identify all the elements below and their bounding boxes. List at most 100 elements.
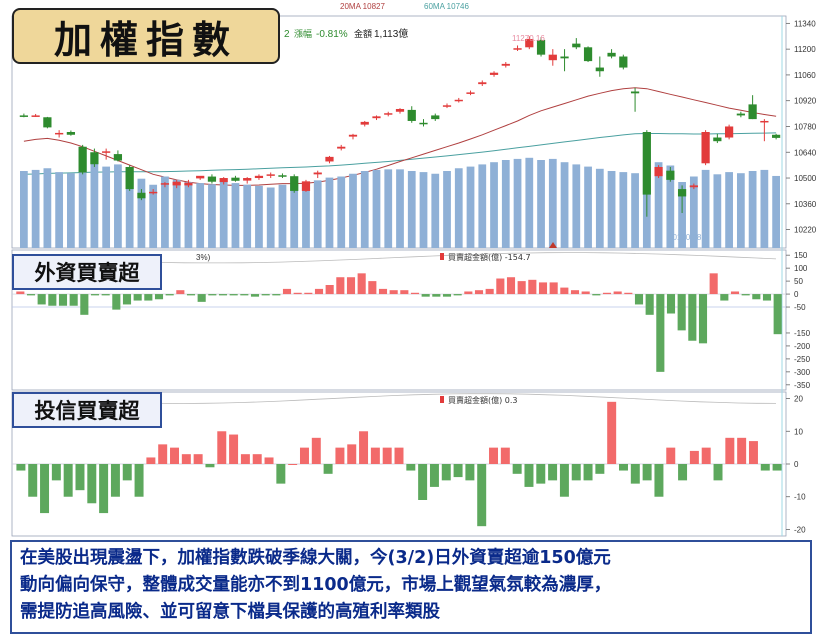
trust-bar [642, 464, 652, 481]
candle-body [689, 185, 698, 188]
trust-bar [181, 454, 191, 464]
foreign-bar [698, 294, 708, 344]
volume-bar [772, 175, 781, 248]
foreign-bar [69, 294, 78, 306]
trust-bar [170, 447, 179, 464]
candle-body [19, 115, 28, 117]
foreign-bar [560, 287, 569, 295]
candle-body [337, 146, 346, 149]
candle-body [55, 132, 64, 135]
foreign-bar [656, 294, 665, 372]
trust-bar [146, 457, 156, 464]
foreign-bar [410, 292, 420, 295]
trust-bar [418, 464, 428, 500]
trust-bar [689, 450, 699, 464]
foreign-legend: 買賣超金額(億) -154.7 [448, 252, 531, 262]
trust-bar [240, 454, 250, 464]
foreign-tick-label: -50 [794, 303, 806, 312]
candle-body [313, 172, 322, 175]
candle-body [149, 191, 158, 194]
foreign-bar [634, 294, 644, 305]
volume-bar [396, 169, 404, 248]
volume-bar [431, 173, 440, 248]
candle-body [66, 132, 76, 135]
trust-bar [524, 464, 534, 487]
volume-bar [196, 183, 205, 248]
foreign-bar [730, 291, 740, 295]
candle-body [196, 175, 205, 179]
foreign-bar [378, 288, 388, 295]
candle-body [677, 189, 687, 197]
trust-bar [772, 464, 782, 471]
candle-body [348, 134, 358, 137]
foreign-bar [528, 279, 537, 295]
foreign-bar [741, 294, 750, 296]
foreign-bar [186, 294, 196, 296]
trust-panel-label: 投信買賣超 [12, 392, 162, 428]
foreign-bar [336, 277, 345, 295]
volume-bar [466, 166, 475, 248]
candle-body [701, 132, 710, 164]
trust-bar [134, 464, 144, 497]
volume-bar [584, 166, 592, 248]
candle-body [572, 43, 581, 48]
foreign-bar [218, 294, 228, 296]
foreign-panel-label: 外資買賣超 [12, 254, 162, 290]
trust-bar [725, 437, 735, 464]
trust-bar [512, 464, 522, 474]
candle-body [619, 56, 628, 68]
volume-bar [760, 169, 769, 248]
candle-body [231, 177, 240, 181]
foreign-bar [176, 290, 185, 295]
trust-bar [122, 464, 132, 481]
foreign-bar [570, 290, 580, 295]
trust-bar [311, 437, 321, 464]
volume-bar [114, 164, 122, 248]
foreign-bar [517, 281, 526, 295]
candle-body [325, 156, 334, 162]
volume-bar [55, 172, 64, 248]
foreign-bar [346, 277, 356, 295]
volume-value: 1,113億 [374, 27, 408, 40]
foreign-bar [538, 282, 548, 295]
candle-body [102, 151, 111, 153]
volume-bar [78, 153, 87, 248]
trust-bar [382, 447, 392, 464]
candle-body [525, 39, 534, 48]
foreign-bar [133, 294, 142, 301]
trust-bar [465, 464, 475, 481]
price-tick-label: 11340 [794, 19, 816, 28]
volume-bar [67, 173, 75, 248]
volume-bar [349, 173, 357, 248]
commentary-line-3: 需提防追高風險、並可留意下檔具保護的高殖利率類股 [20, 602, 440, 622]
trust-bar [28, 464, 38, 497]
candle-body [372, 116, 381, 119]
volume-bar [407, 171, 416, 248]
foreign-panel-frame [11, 249, 787, 391]
foreign-bar [261, 294, 270, 296]
candle-body [172, 181, 181, 186]
price-tick-label: 10360 [794, 200, 817, 209]
foreign-bar [400, 290, 409, 295]
foreign-tick-label: -150 [794, 329, 811, 338]
candle-body [489, 72, 499, 75]
change-value: -0.81% [316, 29, 348, 40]
volume-bar [137, 178, 146, 248]
candle-body [290, 176, 299, 191]
volume-bar [325, 177, 334, 248]
foreign-bar [58, 294, 68, 306]
trust-bar [595, 464, 605, 474]
foreign-bar [48, 294, 57, 306]
trust-bar [299, 447, 309, 464]
volume-bar [208, 184, 216, 248]
volume-bar [701, 169, 710, 248]
candle-body [583, 47, 593, 62]
trust-bar [559, 464, 569, 497]
foreign-bar [581, 291, 590, 295]
volume-bar [490, 162, 498, 248]
candle-body [536, 39, 546, 55]
marker-triangle-icon [549, 242, 557, 248]
foreign-bar [90, 294, 100, 296]
foreign-bar [688, 294, 697, 341]
foreign-bar [80, 294, 89, 315]
